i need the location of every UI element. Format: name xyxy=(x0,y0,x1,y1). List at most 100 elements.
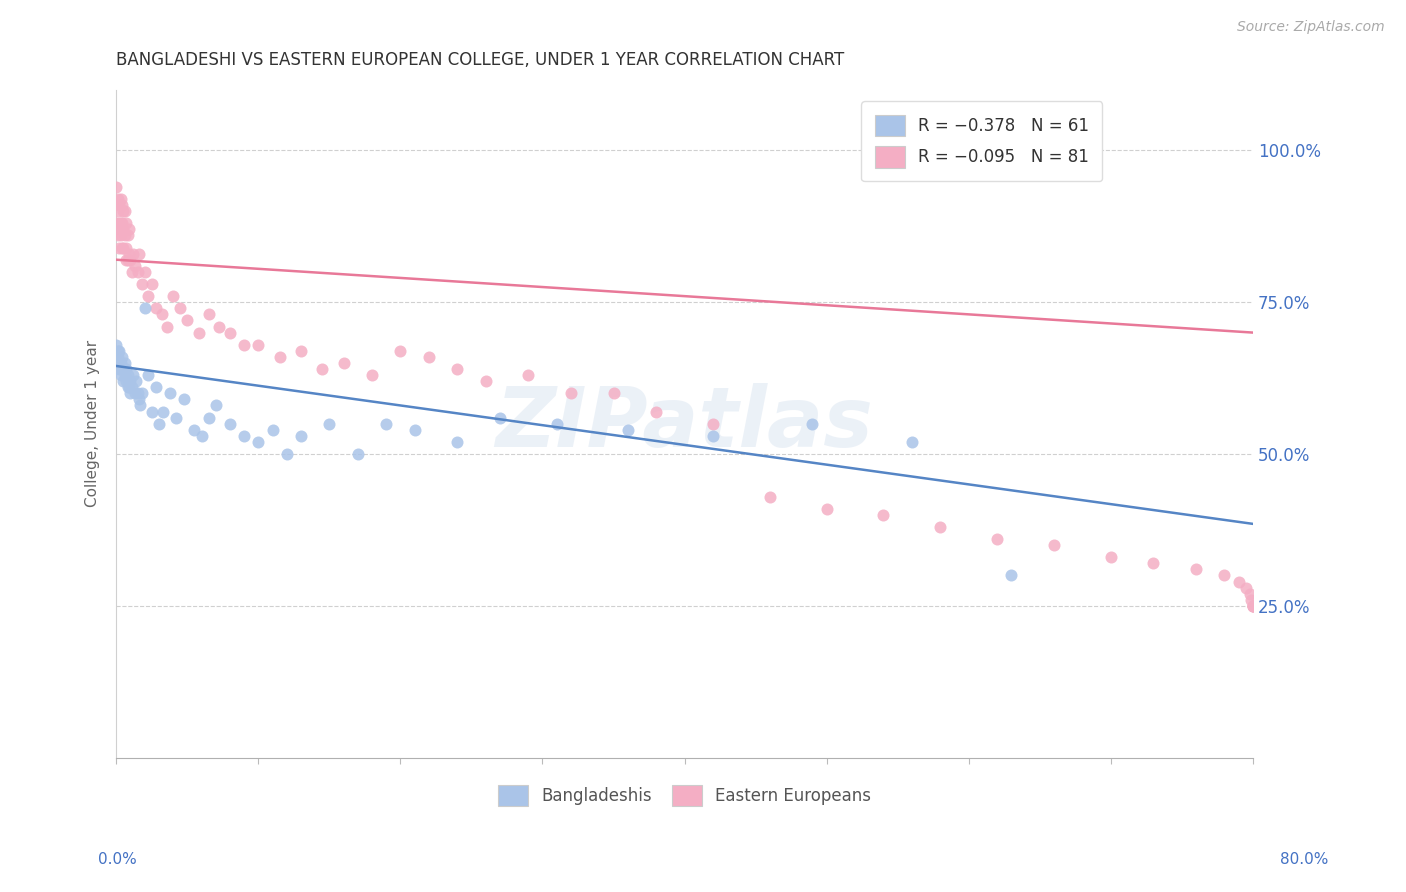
Point xyxy=(219,326,242,340)
Point xyxy=(115,241,138,255)
Point xyxy=(107,350,129,364)
Point xyxy=(474,374,496,388)
Point xyxy=(311,362,333,376)
Point xyxy=(156,319,179,334)
Point xyxy=(517,368,540,382)
Point xyxy=(276,447,298,461)
Point xyxy=(1185,562,1208,576)
Point xyxy=(489,410,512,425)
Y-axis label: College, Under 1 year: College, Under 1 year xyxy=(86,340,100,508)
Point xyxy=(122,368,145,382)
Point xyxy=(173,392,195,407)
Point xyxy=(120,386,142,401)
Point xyxy=(108,241,131,255)
Point xyxy=(114,204,136,219)
Point xyxy=(131,277,153,291)
Point xyxy=(1213,568,1236,582)
Point xyxy=(110,368,132,382)
Point xyxy=(114,356,136,370)
Point xyxy=(122,246,145,260)
Point xyxy=(207,319,229,334)
Point xyxy=(1239,587,1261,601)
Point xyxy=(1241,599,1264,613)
Point xyxy=(141,404,163,418)
Point xyxy=(150,307,173,321)
Point xyxy=(110,228,132,243)
Point xyxy=(219,417,242,431)
Point xyxy=(318,417,340,431)
Point xyxy=(187,326,209,340)
Point xyxy=(112,222,135,236)
Point xyxy=(148,417,170,431)
Point xyxy=(111,198,134,212)
Point xyxy=(1000,568,1022,582)
Point xyxy=(162,289,184,303)
Point xyxy=(127,386,149,401)
Point xyxy=(129,399,152,413)
Point xyxy=(134,301,156,316)
Point xyxy=(361,368,384,382)
Point xyxy=(112,362,135,376)
Point xyxy=(136,368,159,382)
Point xyxy=(702,429,724,443)
Point xyxy=(176,313,198,327)
Point xyxy=(986,532,1008,546)
Point xyxy=(134,265,156,279)
Point xyxy=(120,252,142,267)
Point xyxy=(108,222,131,236)
Point xyxy=(108,343,131,358)
Point xyxy=(233,429,256,443)
Point xyxy=(131,386,153,401)
Point xyxy=(105,179,128,194)
Point xyxy=(114,228,136,243)
Point xyxy=(247,337,270,351)
Point xyxy=(115,374,138,388)
Point xyxy=(118,380,141,394)
Point xyxy=(446,434,468,449)
Point xyxy=(233,337,256,351)
Point xyxy=(546,417,568,431)
Point xyxy=(159,386,181,401)
Point xyxy=(124,259,146,273)
Point xyxy=(117,380,139,394)
Point xyxy=(190,429,212,443)
Point xyxy=(602,386,624,401)
Point xyxy=(404,423,426,437)
Point xyxy=(110,356,132,370)
Text: BANGLADESHI VS EASTERN EUROPEAN COLLEGE, UNDER 1 YEAR CORRELATION CHART: BANGLADESHI VS EASTERN EUROPEAN COLLEGE,… xyxy=(117,51,845,69)
Point xyxy=(901,434,924,449)
Point xyxy=(759,490,782,504)
Point xyxy=(117,368,139,382)
Point xyxy=(872,508,894,522)
Point xyxy=(1241,599,1264,613)
Point xyxy=(121,380,143,394)
Point xyxy=(269,350,291,364)
Point xyxy=(290,343,312,358)
Point xyxy=(108,216,131,230)
Point xyxy=(145,301,167,316)
Text: ZIPatlas: ZIPatlas xyxy=(496,384,873,464)
Point xyxy=(183,423,205,437)
Point xyxy=(560,386,582,401)
Point xyxy=(112,241,135,255)
Point xyxy=(107,228,129,243)
Point xyxy=(108,362,131,376)
Point xyxy=(110,216,132,230)
Point xyxy=(114,368,136,382)
Point xyxy=(204,399,226,413)
Point xyxy=(801,417,824,431)
Point xyxy=(128,246,150,260)
Point xyxy=(108,198,131,212)
Point xyxy=(346,447,368,461)
Point xyxy=(107,343,129,358)
Point xyxy=(112,374,135,388)
Point xyxy=(115,362,138,376)
Point xyxy=(121,265,143,279)
Point xyxy=(169,301,191,316)
Point xyxy=(111,241,134,255)
Text: Source: ZipAtlas.com: Source: ZipAtlas.com xyxy=(1237,20,1385,34)
Point xyxy=(127,265,149,279)
Point xyxy=(105,216,128,230)
Point xyxy=(1043,538,1066,552)
Point xyxy=(446,362,468,376)
